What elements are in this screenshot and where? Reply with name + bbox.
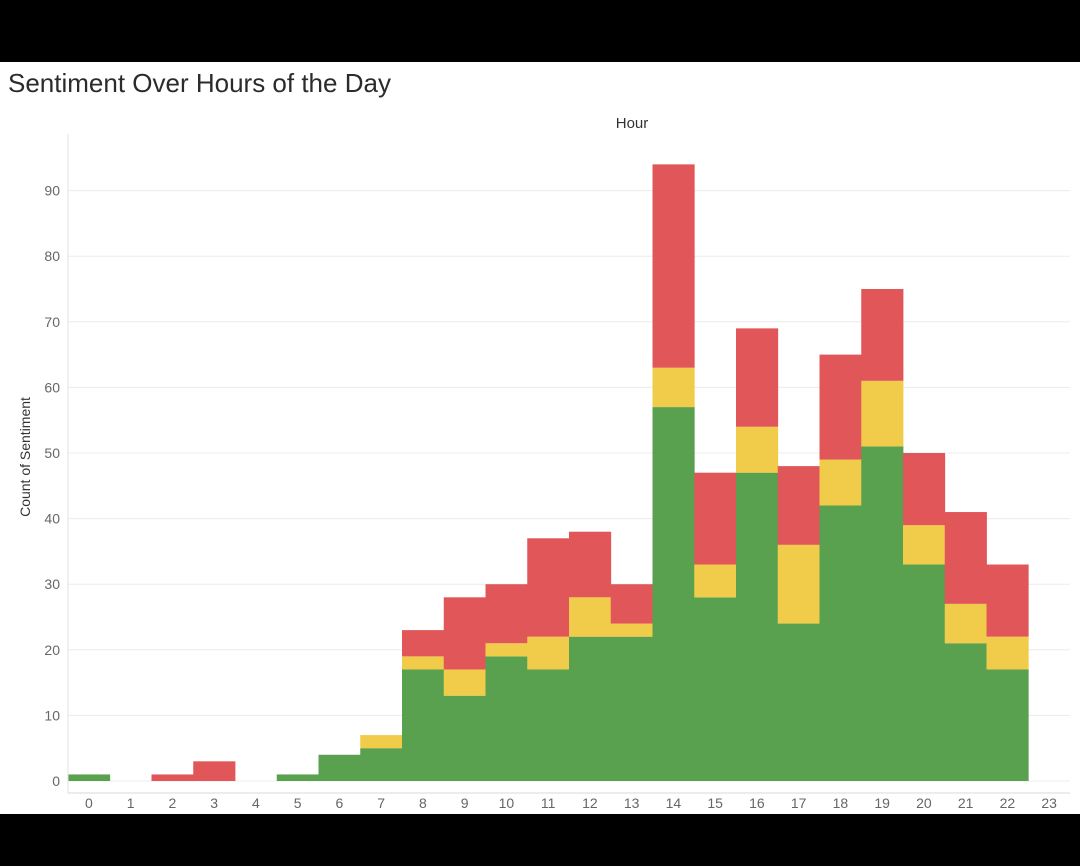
x-tick-label: 2 xyxy=(168,795,176,811)
bar-segment xyxy=(151,774,194,781)
bar-segment xyxy=(318,754,361,781)
bar-segment xyxy=(610,636,653,781)
bars xyxy=(68,164,1029,781)
y-tick-label: 30 xyxy=(44,576,60,592)
x-axis-title: Hour xyxy=(616,115,649,132)
x-tick-label: 8 xyxy=(419,795,427,811)
x-tick-label: 10 xyxy=(499,795,515,811)
x-tick-label: 11 xyxy=(541,795,556,811)
bar-segment xyxy=(819,505,862,781)
bar-segment xyxy=(360,735,403,749)
y-axis-title: Count of Sentiment xyxy=(17,397,33,517)
bar-segment xyxy=(485,643,528,657)
bar-segment xyxy=(944,603,987,644)
x-tick-label: 19 xyxy=(874,795,890,811)
bar-segment xyxy=(68,774,111,781)
bar-segment xyxy=(903,564,946,781)
y-tick-label: 70 xyxy=(44,314,60,330)
x-tick-label: 15 xyxy=(707,795,723,811)
bar-segment xyxy=(777,623,820,781)
x-tick-label: 3 xyxy=(210,795,218,811)
y-tick-label: 20 xyxy=(44,642,60,658)
x-tick-label: 4 xyxy=(252,795,260,811)
x-tick-label: 18 xyxy=(833,795,849,811)
chart-title: Sentiment Over Hours of the Day xyxy=(8,68,391,98)
bar-segment xyxy=(443,669,486,696)
bar-segment xyxy=(819,354,862,460)
bar-segment xyxy=(694,597,737,781)
bar-segment xyxy=(819,459,862,506)
bar-segment xyxy=(736,426,779,473)
bar-segment xyxy=(986,669,1029,781)
bar-segment xyxy=(652,407,695,781)
bar-segment xyxy=(610,623,653,637)
x-tick-label: 12 xyxy=(582,795,598,811)
x-tick-label: 0 xyxy=(85,795,93,811)
bar-segment xyxy=(276,774,319,781)
bar-segment xyxy=(610,584,653,624)
bar-segment xyxy=(527,636,570,670)
chart-panel: Sentiment Over Hours of the Day 0 10 20 30 4… xyxy=(0,62,1080,814)
bar-segment xyxy=(569,636,612,781)
y-tick-label: 80 xyxy=(44,248,60,264)
x-tick-label: 1 xyxy=(127,795,135,811)
bar-segment xyxy=(986,564,1029,637)
bar-segment xyxy=(694,472,737,565)
bar-segment xyxy=(443,695,486,781)
x-tick-label: 17 xyxy=(791,795,807,811)
x-tick-label: 7 xyxy=(377,795,385,811)
bar-segment xyxy=(360,748,403,781)
bar-segment xyxy=(652,367,695,408)
bar-segment xyxy=(694,564,737,598)
x-tick-label: 9 xyxy=(461,795,469,811)
bar-segment xyxy=(736,472,779,781)
x-tick-label: 21 xyxy=(958,795,974,811)
y-tick-label: 60 xyxy=(44,379,60,395)
bar-segment xyxy=(777,544,820,624)
x-tick-label: 22 xyxy=(1000,795,1016,811)
bar-segment xyxy=(402,669,445,781)
y-tick-label: 0 xyxy=(52,773,60,789)
x-tick-label: 13 xyxy=(624,795,640,811)
x-tick-label: 16 xyxy=(749,795,765,811)
bar-segment xyxy=(777,466,820,545)
bar-segment xyxy=(861,289,904,381)
y-tick-label: 90 xyxy=(44,183,60,199)
bar-segment xyxy=(485,584,528,644)
bar-segment xyxy=(944,643,987,781)
bar-segment xyxy=(736,328,779,427)
bar-segment xyxy=(986,636,1029,670)
bar-segment xyxy=(485,656,528,781)
bar-segment xyxy=(402,630,445,657)
bar-segment xyxy=(569,531,612,598)
x-tick-label: 5 xyxy=(294,795,302,811)
bar-segment xyxy=(652,164,695,368)
bar-segment xyxy=(903,525,946,565)
bar-segment xyxy=(443,597,486,670)
bar-segment xyxy=(527,538,570,637)
bar-segment xyxy=(193,761,236,781)
x-tick-label: 23 xyxy=(1041,795,1057,811)
x-tick-label: 6 xyxy=(335,795,343,811)
bar-segment xyxy=(527,669,570,781)
x-tick-label: 14 xyxy=(666,795,682,811)
bar-segment xyxy=(903,453,946,526)
y-tick-label: 10 xyxy=(44,707,60,723)
bar-segment xyxy=(861,380,904,447)
bar-segment xyxy=(402,656,445,670)
bar-segment xyxy=(861,446,904,781)
bar-segment xyxy=(944,512,987,604)
x-tick-label: 20 xyxy=(916,795,932,811)
y-tick-label: 50 xyxy=(44,445,60,461)
bar-segment xyxy=(569,597,612,637)
y-tick-label: 40 xyxy=(44,511,60,527)
